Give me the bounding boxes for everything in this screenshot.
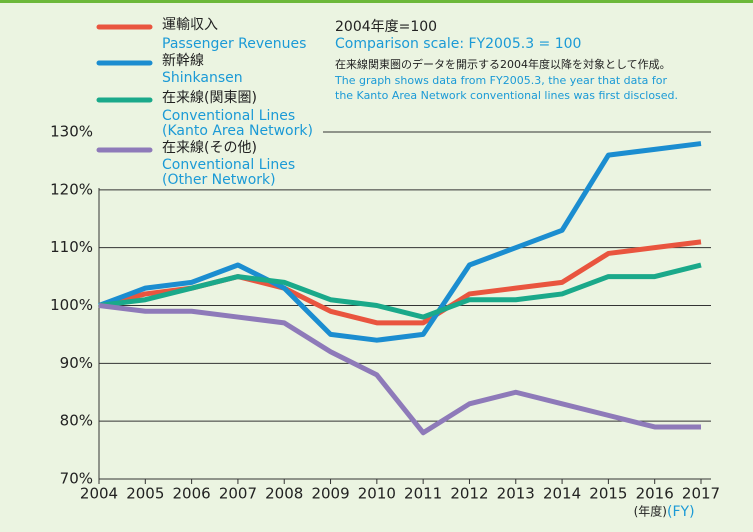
x-tick-label: 2004 — [80, 485, 118, 503]
note: the Kanto Area Network conventional line… — [335, 89, 678, 102]
x-axis-label: (年度) — [634, 504, 667, 519]
legend-label-en: Conventional Lines — [162, 157, 295, 173]
series-line — [98, 141, 702, 343]
y-tick-label: 110% — [50, 238, 93, 256]
legend-label: 在来線(関東圏) — [162, 90, 257, 106]
series-line — [98, 262, 702, 320]
x-tick-label: 2010 — [358, 485, 396, 503]
x-tick-label: 2012 — [450, 485, 488, 503]
x-axis-label-en: (FY) — [667, 504, 695, 520]
legend-label-en: Passenger Revenues — [162, 36, 306, 52]
legend-label-en: (Kanto Area Network) — [162, 123, 313, 139]
x-tick-label: 2007 — [219, 485, 257, 503]
series-line — [98, 303, 701, 436]
y-tick-label: 70% — [60, 470, 93, 488]
legend-label: 新幹線 — [162, 52, 204, 69]
y-tick-label: 130% — [50, 123, 93, 141]
x-tick-label: 2008 — [265, 485, 303, 503]
y-tick-label: 120% — [50, 180, 93, 198]
x-tick-label: 2015 — [589, 485, 627, 503]
y-tick-label: 90% — [60, 354, 93, 372]
note: 2004年度=100 — [335, 19, 437, 35]
legend-label: 在来線(その他) — [162, 140, 257, 156]
x-tick-label: 2013 — [497, 485, 535, 503]
x-tick-label: 2009 — [311, 485, 349, 503]
note: 在来線関東圏のデータを開示する2004年度以降を対象として作成。 — [335, 57, 671, 71]
top-border — [0, 0, 753, 3]
note: Comparison scale: FY2005.3 = 100 — [335, 36, 581, 52]
legend-label: 運輸収入 — [162, 17, 218, 33]
legend-label-en: Conventional Lines — [162, 108, 295, 124]
x-tick-label: 2016 — [636, 485, 674, 503]
x-tick-label: 2017 — [682, 485, 720, 503]
x-tick-label: 2011 — [404, 485, 442, 503]
y-tick-label: 100% — [50, 296, 93, 314]
legend-label-en: Shinkansen — [162, 70, 243, 86]
note: The graph shows data from FY2005.3, the … — [334, 74, 668, 87]
x-tick-label: 2006 — [173, 485, 211, 503]
y-tick-label: 80% — [60, 412, 93, 430]
x-tick-label: 2005 — [126, 485, 164, 503]
legend-label-en: (Other Network) — [162, 172, 276, 188]
x-tick-label: 2014 — [543, 485, 581, 503]
